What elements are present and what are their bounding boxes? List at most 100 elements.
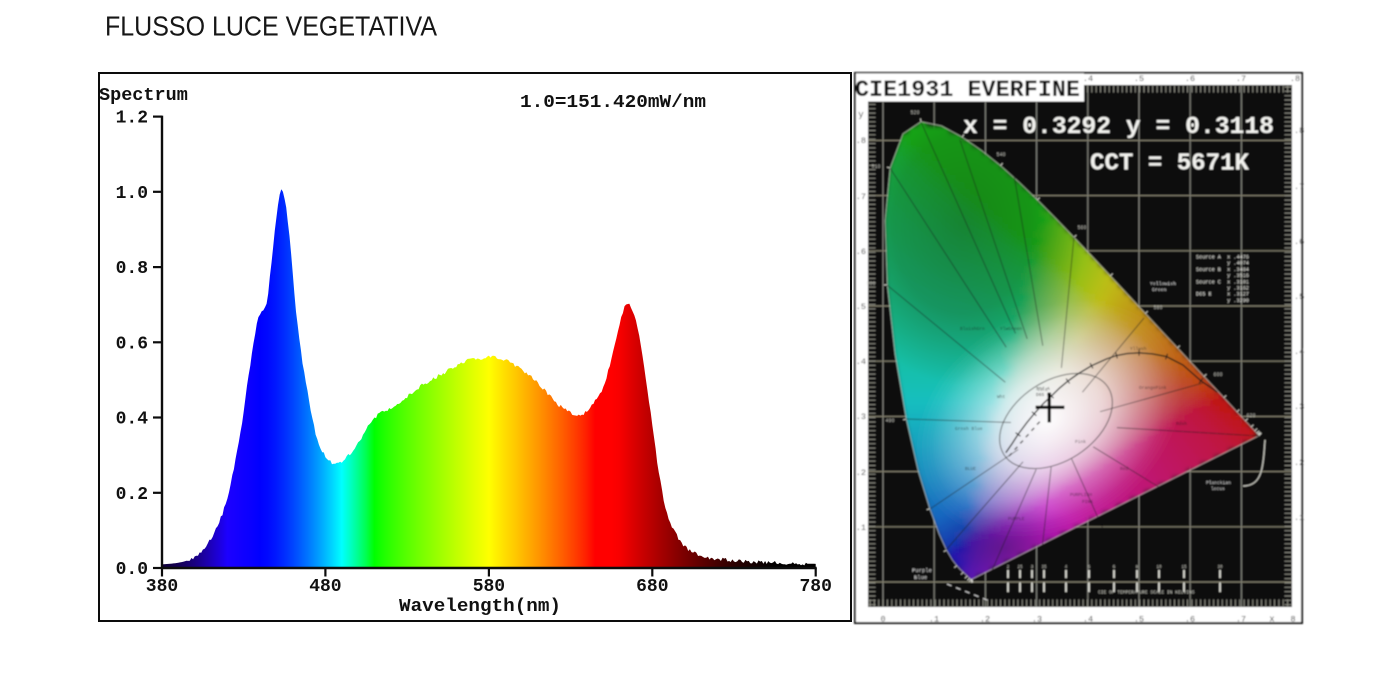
svg-text:OrangePink: OrangePink bbox=[1139, 385, 1167, 391]
svg-text:.7: .7 bbox=[1294, 182, 1304, 192]
svg-text:Std.A: Std.A bbox=[1036, 386, 1050, 392]
svg-text:.5: .5 bbox=[1294, 292, 1304, 302]
svg-text:y .3162: y .3162 bbox=[1196, 286, 1249, 292]
svg-text:.5: .5 bbox=[1134, 74, 1144, 84]
svg-text:BluishGrn: BluishGrn bbox=[960, 326, 985, 332]
svg-text:520: 520 bbox=[910, 110, 919, 116]
svg-text:CIE OF TEMPERATURE SCALE IN KE: CIE OF TEMPERATURE SCALE IN KELVINS bbox=[1098, 590, 1195, 596]
svg-text:1.0=151.420mW/nm: 1.0=151.420mW/nm bbox=[520, 93, 706, 113]
svg-text:0.4: 0.4 bbox=[116, 410, 149, 430]
svg-text:0.6: 0.6 bbox=[116, 334, 148, 354]
svg-text:YlwGreen: YlwGreen bbox=[1000, 326, 1022, 332]
svg-text:CCT = 5671K: CCT = 5671K bbox=[1090, 151, 1249, 178]
svg-text:0: 0 bbox=[880, 615, 885, 625]
svg-text:1.0: 1.0 bbox=[116, 184, 148, 204]
svg-text:y .4074: y .4074 bbox=[1196, 261, 1249, 267]
svg-text:480: 480 bbox=[309, 577, 341, 597]
svg-text:490: 490 bbox=[885, 418, 894, 424]
svg-text:FLUSSO LUCE VEGETATIVA: FLUSSO LUCE VEGETATIVA bbox=[105, 11, 438, 42]
svg-text:x: x bbox=[1269, 615, 1274, 625]
svg-text:3: 3 bbox=[1031, 566, 1034, 570]
svg-text:y: y bbox=[858, 110, 864, 120]
svg-text:Purple: Purple bbox=[912, 567, 932, 574]
svg-text:locus: locus bbox=[1211, 486, 1225, 492]
svg-text:780: 780 bbox=[799, 577, 831, 597]
svg-text:Yellowish: Yellowish bbox=[1150, 281, 1176, 287]
svg-text:y .3290: y .3290 bbox=[1196, 298, 1249, 304]
svg-text:Wavelength(nm): Wavelength(nm) bbox=[399, 597, 561, 617]
svg-text:PURPLISH: PURPLISH bbox=[1070, 492, 1092, 498]
svg-text:580: 580 bbox=[1153, 305, 1162, 311]
svg-text:PINK: PINK bbox=[1082, 499, 1093, 505]
svg-text:D65 C: D65 C bbox=[1036, 392, 1050, 398]
svg-text:.5: .5 bbox=[1134, 615, 1144, 625]
svg-text:.4: .4 bbox=[856, 357, 866, 367]
svg-text:0.8: 0.8 bbox=[116, 259, 148, 279]
svg-text:.7: .7 bbox=[856, 192, 866, 202]
svg-text:Green: Green bbox=[1152, 287, 1167, 293]
svg-text:8: 8 bbox=[1290, 615, 1295, 625]
svg-text:.4: .4 bbox=[1294, 347, 1304, 357]
svg-text:PURPLE: PURPLE bbox=[1008, 516, 1025, 522]
svg-text:Blue: Blue bbox=[914, 574, 927, 581]
svg-text:6: 6 bbox=[1113, 566, 1116, 570]
svg-text:0.2: 0.2 bbox=[116, 485, 148, 505]
svg-text:.5: .5 bbox=[856, 302, 866, 312]
svg-text:.2: .2 bbox=[856, 468, 866, 478]
svg-text:560: 560 bbox=[1077, 225, 1086, 231]
svg-text:.1: .1 bbox=[929, 615, 939, 625]
svg-text:8: 8 bbox=[1136, 566, 1139, 570]
svg-text:.3: .3 bbox=[1032, 615, 1042, 625]
svg-text:35: 35 bbox=[1041, 566, 1047, 570]
svg-text:Source A x .4476: Source A x .4476 bbox=[1196, 255, 1249, 261]
svg-text:10: 10 bbox=[1156, 566, 1162, 570]
svg-text:540: 540 bbox=[996, 152, 1005, 158]
svg-text:Wht: Wht bbox=[997, 394, 1006, 400]
svg-text:15: 15 bbox=[1181, 566, 1187, 570]
svg-text:Planckian: Planckian bbox=[1206, 480, 1231, 486]
svg-text:.6: .6 bbox=[1185, 74, 1195, 84]
svg-text:0.0: 0.0 bbox=[116, 560, 148, 580]
svg-text:Rdsh: Rdsh bbox=[1176, 421, 1187, 427]
svg-text:.7: .7 bbox=[1236, 615, 1246, 625]
svg-text:Yllwsh: Yllwsh bbox=[1130, 346, 1147, 352]
svg-text:.6: .6 bbox=[856, 247, 866, 257]
svg-text:620: 620 bbox=[1246, 413, 1255, 419]
svg-text:y .3516: y .3516 bbox=[1196, 273, 1249, 279]
svg-text:2: 2 bbox=[1007, 566, 1010, 570]
svg-text:Grnsh Blue: Grnsh Blue bbox=[955, 426, 983, 432]
svg-text:.3: .3 bbox=[1294, 402, 1304, 412]
svg-text:Spectrum: Spectrum bbox=[99, 85, 188, 106]
svg-text:.6: .6 bbox=[1294, 237, 1304, 247]
svg-text:BLUE: BLUE bbox=[965, 466, 976, 472]
svg-text:1.2: 1.2 bbox=[116, 109, 148, 129]
svg-text:25: 25 bbox=[1017, 566, 1023, 570]
svg-text:.8: .8 bbox=[1290, 74, 1300, 84]
svg-text:680: 680 bbox=[636, 577, 668, 597]
svg-text:D65 E x .3127: D65 E x .3127 bbox=[1196, 292, 1249, 298]
svg-text:.3: .3 bbox=[856, 412, 866, 422]
svg-text:CIE1931 EVERFINE: CIE1931 EVERFINE bbox=[855, 77, 1080, 104]
svg-text:.1: .1 bbox=[1294, 513, 1304, 523]
svg-text:600: 600 bbox=[1213, 372, 1222, 378]
svg-text:.4: .4 bbox=[1083, 615, 1093, 625]
svg-text:.8: .8 bbox=[1294, 126, 1304, 136]
svg-text:Pink: Pink bbox=[1075, 439, 1086, 445]
svg-text:.1: .1 bbox=[856, 523, 866, 533]
svg-text:.8: .8 bbox=[856, 136, 866, 146]
svg-text:x = 0.3292 y = 0.3118: x = 0.3292 y = 0.3118 bbox=[963, 114, 1274, 141]
svg-text:580: 580 bbox=[473, 577, 505, 597]
svg-text:Red: Red bbox=[1120, 466, 1129, 472]
svg-text:.2: .2 bbox=[1294, 458, 1304, 468]
svg-text:5: 5 bbox=[1088, 566, 1091, 570]
svg-text:Source B x .3484: Source B x .3484 bbox=[1196, 267, 1249, 273]
svg-text:4: 4 bbox=[1065, 566, 1068, 570]
svg-text:510: 510 bbox=[871, 164, 880, 170]
svg-text:ll.E: ll.E bbox=[1037, 387, 1048, 393]
svg-text:380: 380 bbox=[146, 577, 178, 597]
svg-text:.7: .7 bbox=[1236, 74, 1246, 84]
svg-text:500: 500 bbox=[866, 281, 875, 287]
svg-text:30: 30 bbox=[1217, 566, 1223, 570]
svg-text:Source C x .3101: Source C x .3101 bbox=[1196, 279, 1249, 285]
svg-text:.6: .6 bbox=[1185, 615, 1195, 625]
